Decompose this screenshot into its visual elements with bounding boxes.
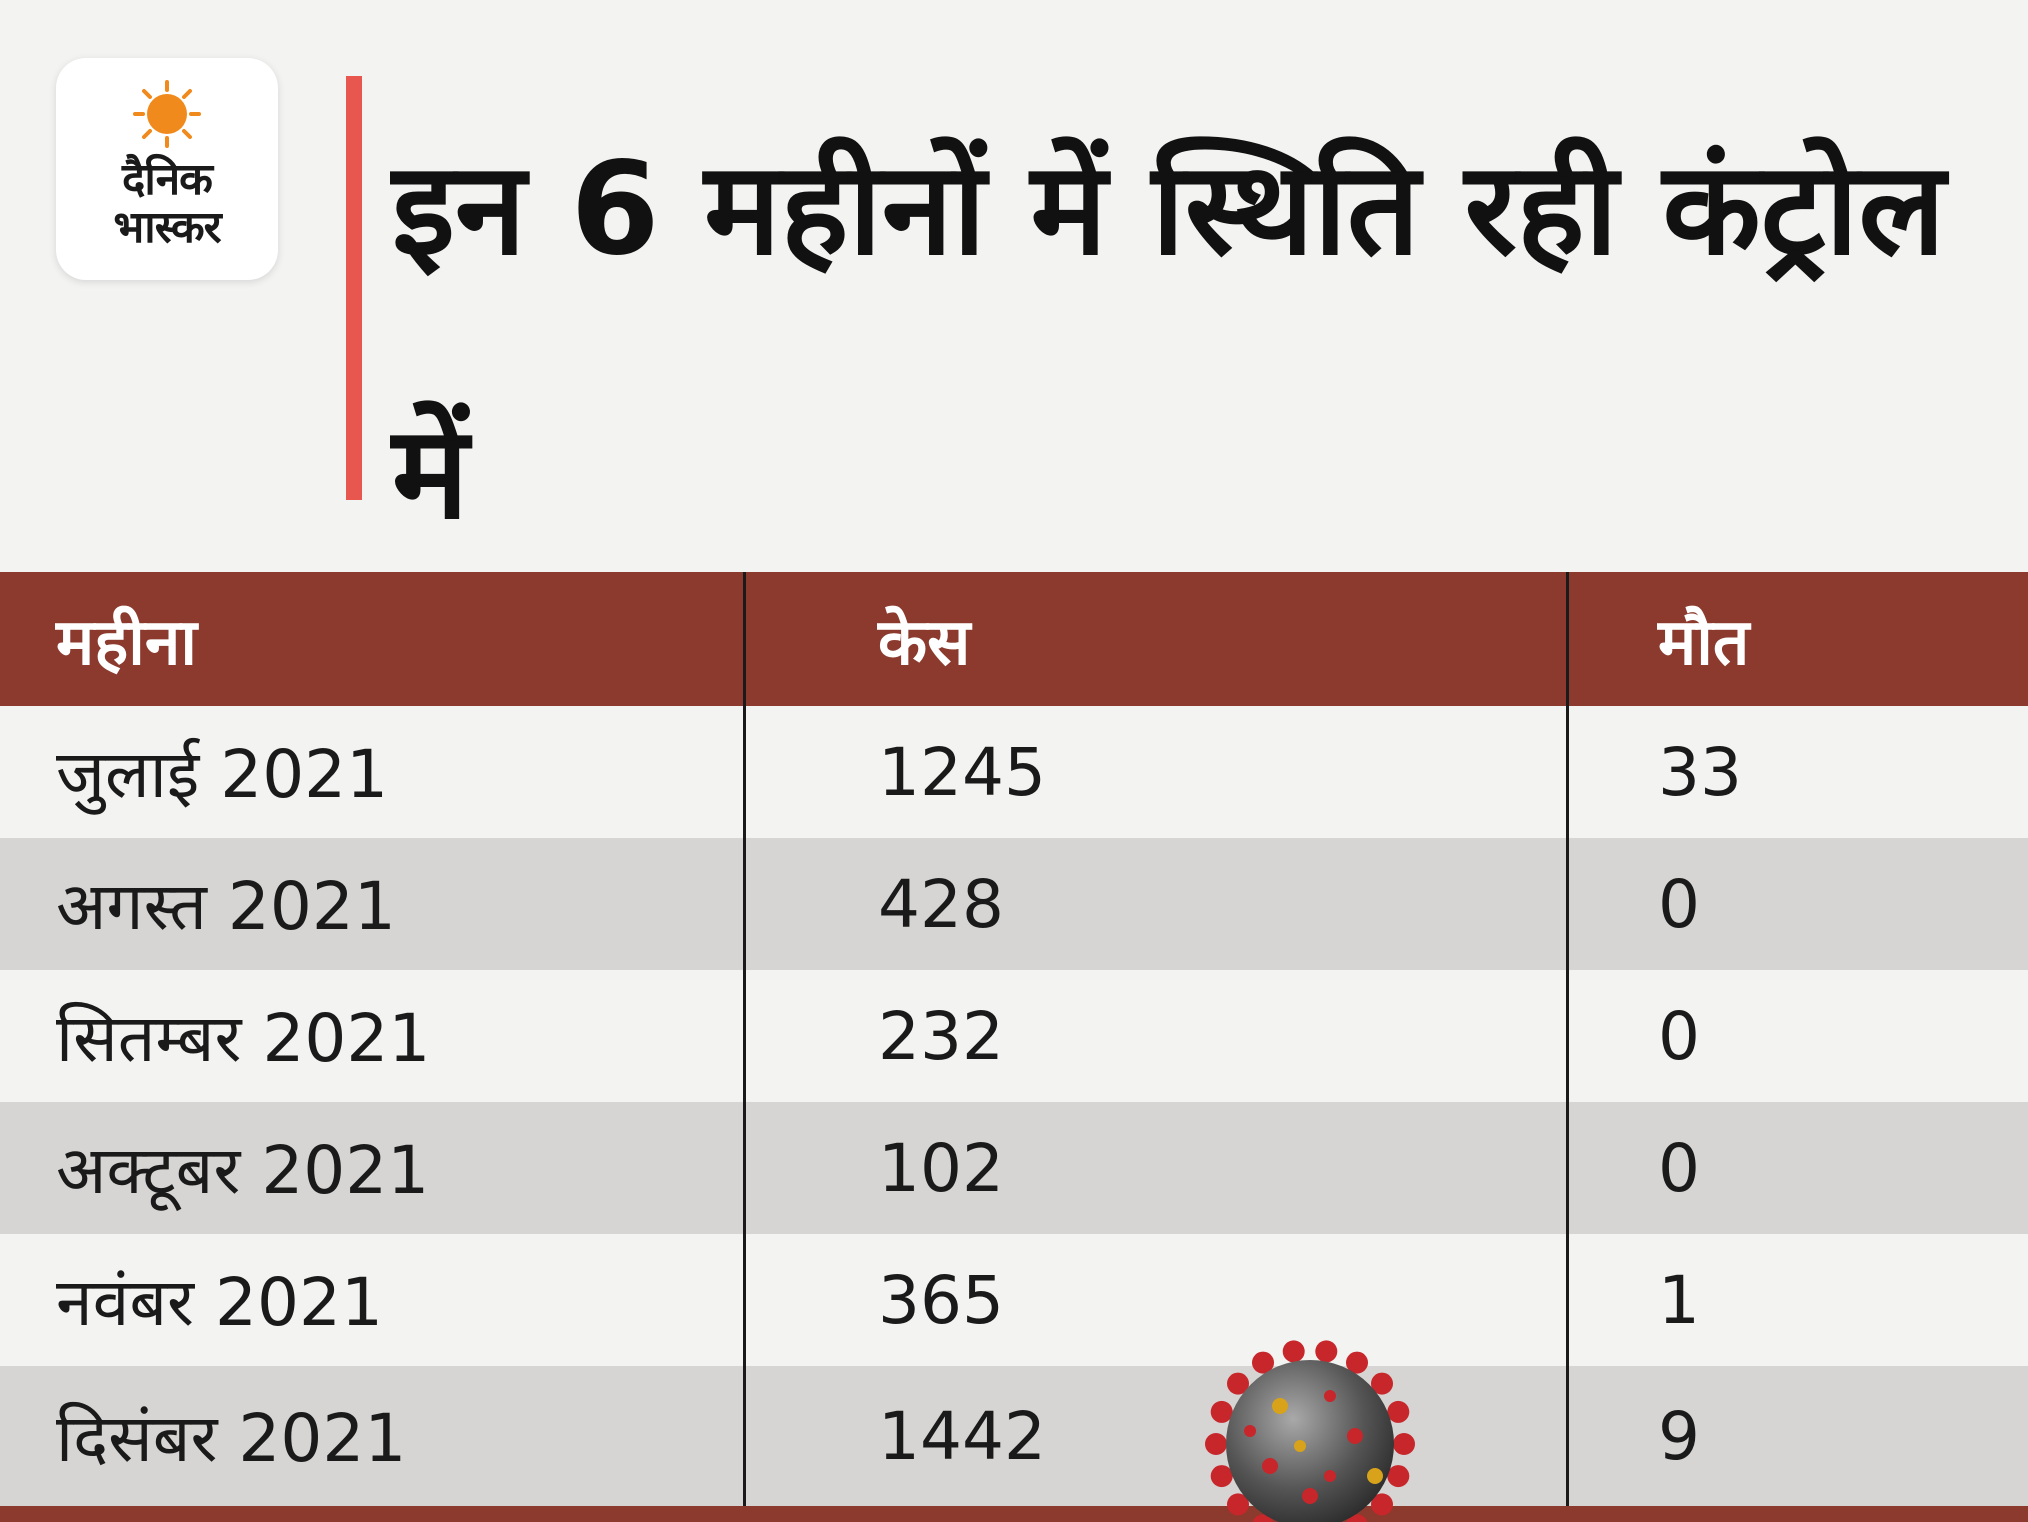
table-bottom-rule — [0, 1506, 2028, 1522]
cell-deaths: 9 — [1658, 1397, 1700, 1475]
virus-icon — [1205, 1340, 1415, 1522]
table-row: दिसंबर 2021 1442 9 — [0, 1366, 2028, 1506]
virus-spike-stem — [1372, 1496, 1384, 1507]
column-divider — [743, 572, 746, 1506]
brand-logo: दैनिक भास्कर — [56, 58, 278, 280]
virus-surface-dot — [1324, 1470, 1336, 1482]
logo-text-line2: भास्कर — [113, 202, 221, 253]
virus-spike-stem — [1236, 1381, 1248, 1392]
table-row: अगस्त 2021 428 0 — [0, 838, 2028, 970]
table-row: नवंबर 2021 365 1 — [0, 1234, 2028, 1366]
cell-deaths: 0 — [1658, 997, 1700, 1075]
cell-month: दिसंबर 2021 — [56, 1400, 407, 1477]
cell-cases: 232 — [878, 997, 1004, 1075]
virus-surface-dot — [1272, 1398, 1288, 1414]
cell-deaths: 33 — [1658, 733, 1742, 811]
cell-month: सितम्बर 2021 — [56, 1000, 431, 1077]
virus-spike — [1387, 1465, 1410, 1488]
virus-surface-dot — [1262, 1458, 1278, 1474]
cell-deaths: 0 — [1658, 865, 1700, 943]
cell-deaths: 1 — [1658, 1261, 1700, 1339]
cell-month: नवंबर 2021 — [56, 1264, 383, 1341]
cell-cases: 1442 — [878, 1397, 1046, 1475]
virus-spike-stem — [1236, 1496, 1248, 1507]
virus-surface-dot — [1324, 1390, 1336, 1402]
virus-spike — [1210, 1400, 1233, 1423]
header-month: महीना — [56, 605, 197, 680]
sun-icon — [133, 80, 201, 148]
virus-surface-dot — [1302, 1488, 1318, 1504]
virus-spike-stem — [1220, 1409, 1232, 1418]
virus-surface-dot — [1244, 1425, 1256, 1437]
virus-spike-stem — [1262, 1515, 1271, 1522]
header-cases: केस — [878, 605, 971, 680]
virus-spike-stem — [1388, 1470, 1400, 1479]
virus-spike-stem — [1260, 1361, 1271, 1373]
virus-spike-stem — [1372, 1381, 1384, 1392]
header-deaths: मौत — [1658, 605, 1750, 680]
cell-cases: 365 — [878, 1261, 1004, 1339]
cell-month: अगस्त 2021 — [56, 868, 396, 945]
data-table: महीना केस मौत जुलाई 2021 1245 33 अगस्त 2… — [0, 572, 2028, 1522]
cell-month: जुलाई 2021 — [56, 736, 389, 813]
cell-deaths: 0 — [1658, 1129, 1700, 1207]
virus-spike-stem — [1349, 1515, 1358, 1522]
cell-cases: 102 — [878, 1129, 1004, 1207]
title-accent-bar — [346, 76, 362, 500]
cell-cases: 428 — [878, 865, 1004, 943]
virus-spike — [1387, 1400, 1410, 1423]
virus-surface-dot — [1367, 1468, 1383, 1484]
page-title: इन 6 महीनों में स्थिति रही कंट्रोल में — [392, 135, 1946, 548]
cell-cases: 1245 — [878, 733, 1046, 811]
virus-surface-dot — [1294, 1440, 1306, 1452]
virus-spike-stem — [1388, 1409, 1400, 1418]
virus-spike-stem — [1220, 1470, 1232, 1479]
virus-spike-stem — [1349, 1361, 1360, 1373]
virus-spike-stem — [1291, 1350, 1298, 1362]
cell-month: अक्टूबर 2021 — [56, 1132, 430, 1209]
virus-surface-dot — [1347, 1428, 1363, 1444]
column-divider — [1566, 572, 1569, 1506]
virus-spike-stem — [1322, 1350, 1329, 1362]
table-row: अक्टूबर 2021 102 0 — [0, 1102, 2028, 1234]
table-header-row: महीना केस मौत — [0, 572, 2028, 706]
virus-spike — [1210, 1465, 1233, 1488]
table-row: सितम्बर 2021 232 0 — [0, 970, 2028, 1102]
table-row: जुलाई 2021 1245 33 — [0, 706, 2028, 838]
logo-text-line1: दैनिक — [122, 154, 213, 205]
